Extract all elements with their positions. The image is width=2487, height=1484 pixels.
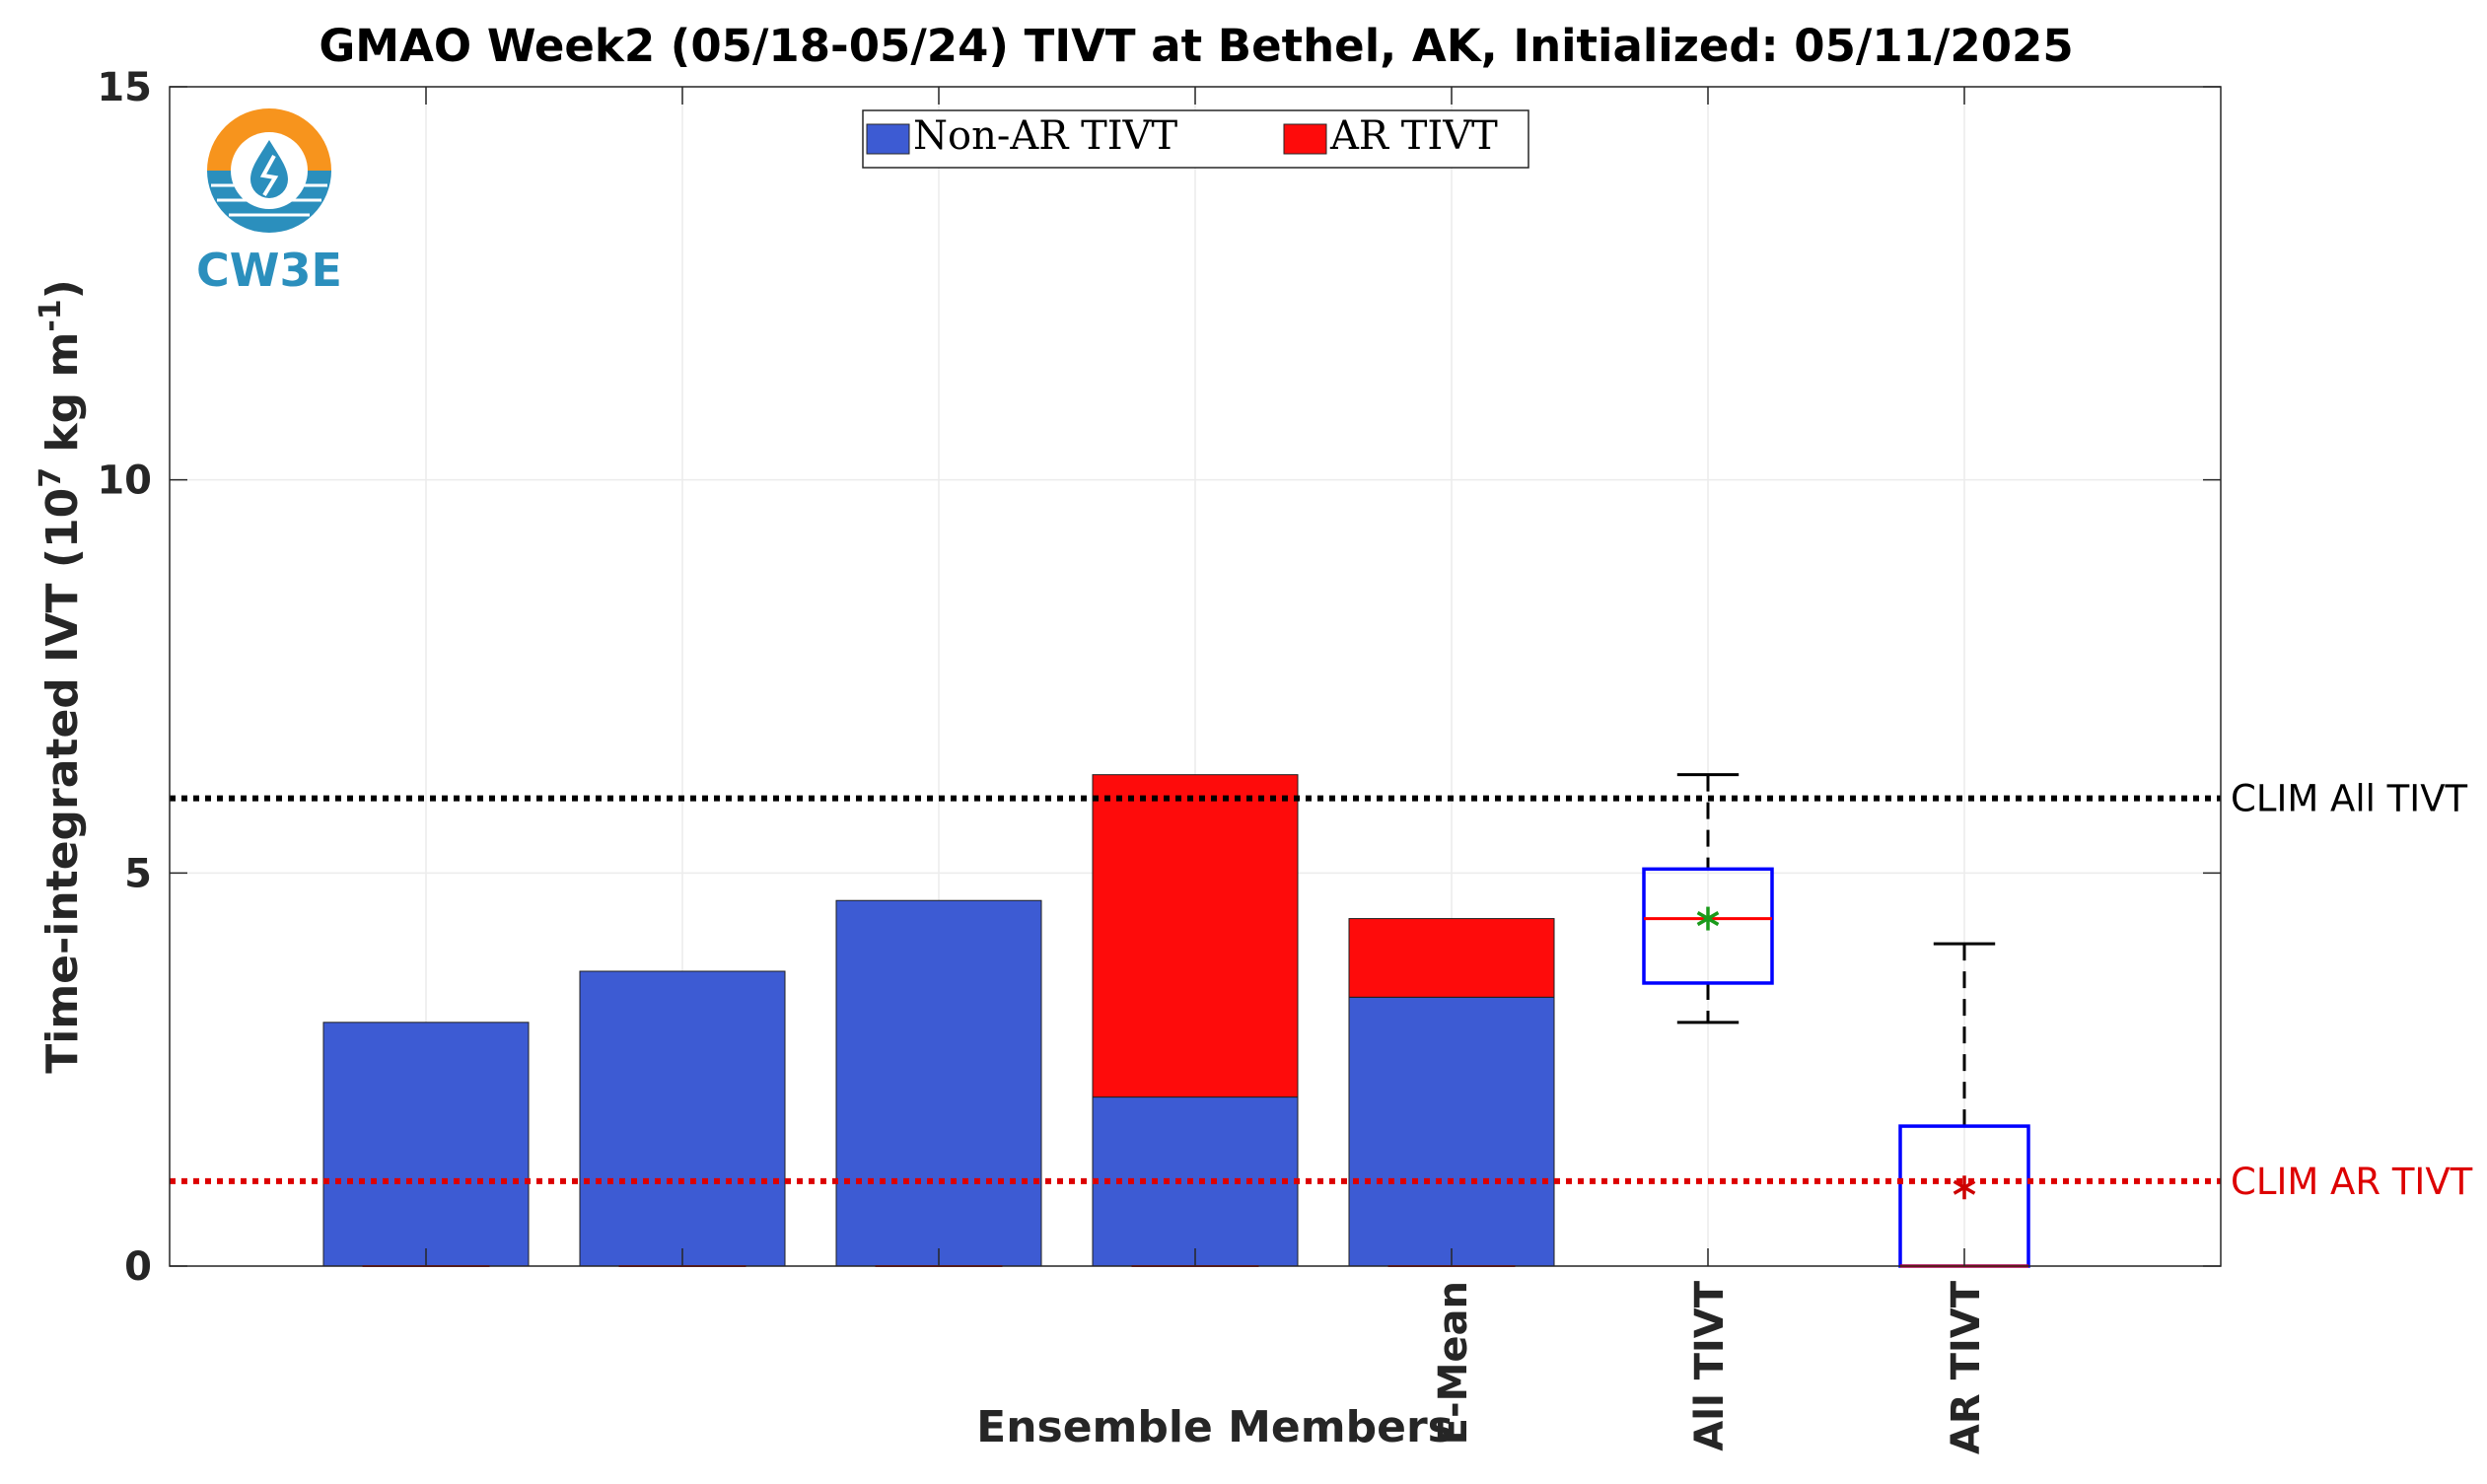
- x-axis-label: Ensemble Members: [976, 1402, 1454, 1452]
- legend: Non-AR TIVT AR TIVT: [862, 109, 1529, 169]
- bar-non-ar: [1092, 1096, 1299, 1267]
- y-tick-label: 0: [124, 1244, 152, 1290]
- legend-label-non-ar: Non-AR TIVT: [913, 113, 1177, 159]
- reference-lines: CLIM All TIVT CLIM AR TIVT: [170, 778, 2473, 1203]
- y-axis: 0 5 10 15: [97, 65, 2221, 1290]
- logo-text: CW3E: [196, 244, 342, 297]
- box-mean-marker: [1696, 906, 1720, 931]
- x-tick-label: All TIVT: [1687, 1280, 1733, 1450]
- cw3e-logo: CW3E: [196, 108, 342, 297]
- reference-line-label: CLIM AR TIVT: [2231, 1161, 2473, 1203]
- y-tick-label: 10: [97, 459, 152, 504]
- box: [1642, 867, 1774, 985]
- bar-non-ar: [1348, 996, 1555, 1267]
- reference-line-label: CLIM All TIVT: [2231, 778, 2468, 820]
- legend-label-ar: AR TIVT: [1329, 113, 1498, 159]
- legend-swatch-ar: [1283, 123, 1327, 155]
- bar-non-ar: [579, 970, 786, 1267]
- logo-drop-icon: [250, 140, 288, 198]
- legend-swatch-non-ar: [866, 123, 910, 155]
- bar-non-ar: [835, 899, 1042, 1267]
- x-tick-label: E-Mean: [1431, 1281, 1476, 1445]
- bar-ar: [1092, 774, 1299, 1098]
- legend-box: [862, 109, 1529, 169]
- bar-ar: [1348, 918, 1555, 998]
- y-tick-label: 5: [124, 851, 152, 896]
- chart-title: GMAO Week2 (05/18-05/24) TIVT at Bethel,…: [319, 20, 2073, 72]
- y-axis-label: Time-integrated IVT (107 kg m-1): [34, 279, 89, 1074]
- bars: [322, 774, 1555, 1267]
- x-axis: E-Mean All TIVT AR TIVT: [425, 87, 1989, 1454]
- y-tick-label: 15: [97, 65, 152, 110]
- x-tick-label: AR TIVT: [1944, 1280, 1989, 1454]
- bar-non-ar: [322, 1022, 530, 1267]
